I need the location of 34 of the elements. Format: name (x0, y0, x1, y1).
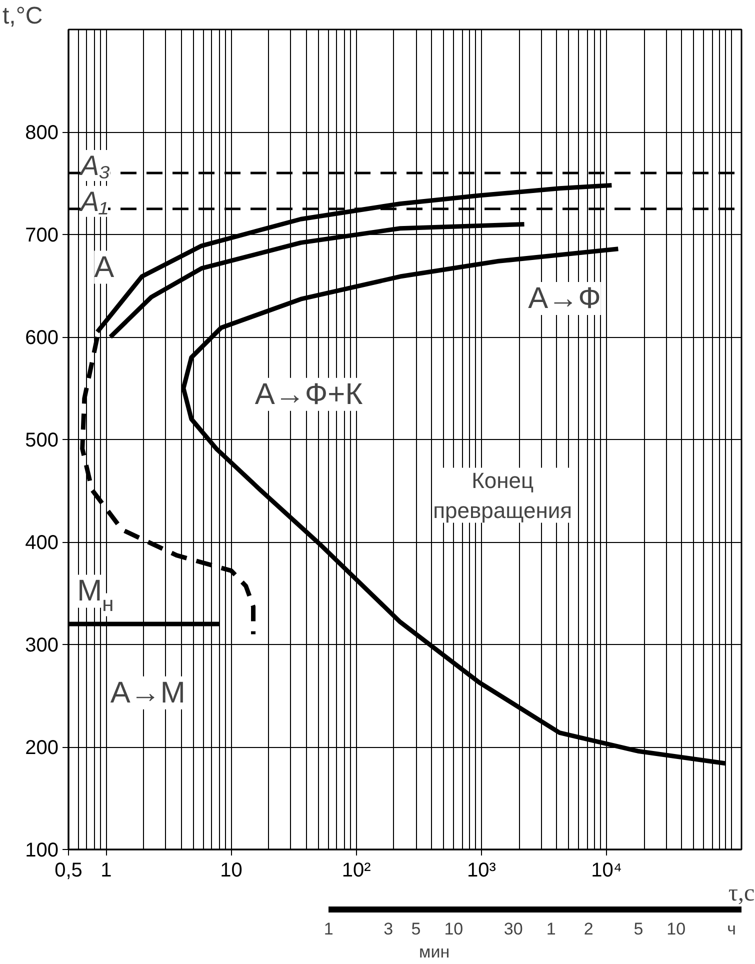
y-tick-label: 400 (25, 532, 59, 554)
y-tick-label: 200 (25, 737, 59, 759)
text: 30 (504, 920, 523, 938)
annotation: A (94, 250, 114, 284)
x-tick-label: 10³ (466, 860, 496, 882)
text: 10 (666, 920, 686, 938)
y-tick-label: 700 (25, 224, 59, 246)
x-tick-label: 1 (100, 860, 112, 882)
annotation: A→Ф (528, 282, 601, 315)
text: 1 (324, 920, 334, 938)
text: 2 (584, 920, 594, 938)
y-tick-label: 300 (25, 634, 59, 656)
y-tick-label: 800 (25, 122, 59, 144)
x-tick-label: 0,5 (54, 860, 82, 882)
y-tick-label: 100 (25, 840, 59, 862)
annotation: A→Ф+К (254, 378, 364, 411)
x-axis-title: τ,с (728, 880, 755, 906)
y-tick-label: 600 (25, 327, 59, 349)
text: ч (727, 920, 736, 938)
y-tick-label: 500 (25, 430, 59, 452)
x-tick-label: 10 (220, 860, 242, 882)
text: 5 (411, 920, 421, 938)
annotation: A→M (110, 676, 186, 710)
annotation: Конец превращения (433, 468, 572, 523)
x-tick-label: 10² (342, 860, 372, 882)
text: мин (419, 942, 450, 962)
ref-line-label: A₁ (78, 186, 108, 217)
ref-line-label: A₃ (78, 150, 110, 181)
text: 10 (444, 920, 464, 938)
text: 5 (634, 920, 644, 938)
y-axis-title: t,°C (2, 2, 43, 30)
text: 3 (384, 920, 394, 938)
text: 1 (546, 920, 556, 938)
x-tick-label: 10⁴ (591, 860, 622, 882)
